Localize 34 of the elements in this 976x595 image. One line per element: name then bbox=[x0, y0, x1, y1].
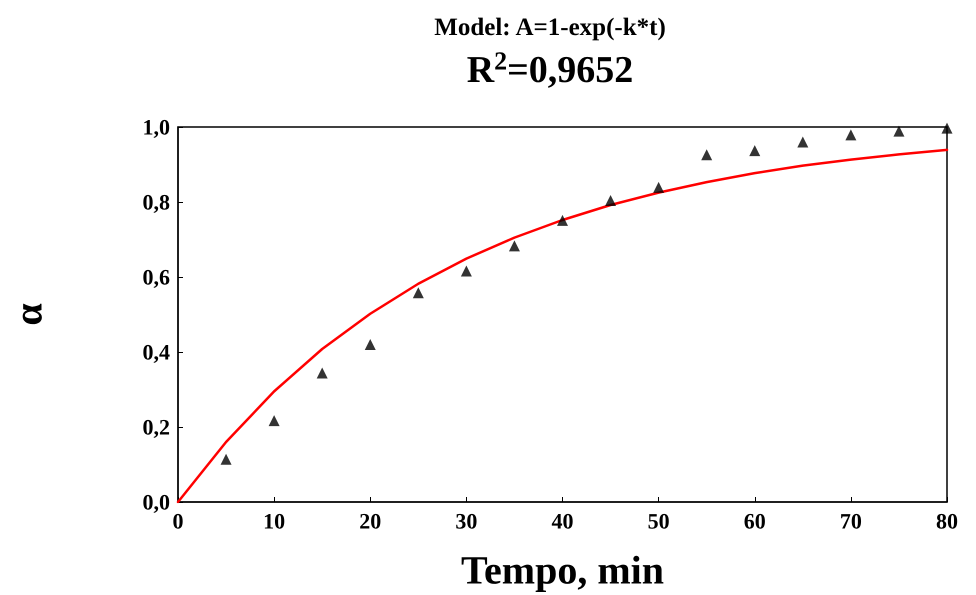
point bbox=[845, 129, 856, 140]
point bbox=[412, 287, 424, 298]
y-tick-label: 0,6 bbox=[142, 264, 170, 290]
y-tick-label: 0,8 bbox=[142, 190, 170, 214]
point bbox=[364, 339, 376, 350]
x-tick-label: 30 bbox=[455, 508, 478, 534]
x-tick-label: 50 bbox=[648, 508, 670, 534]
point bbox=[797, 136, 808, 148]
point bbox=[460, 266, 472, 276]
y-tick-label: 1,0 bbox=[142, 114, 170, 140]
point bbox=[557, 214, 568, 226]
x-tick-label: 80 bbox=[936, 508, 958, 534]
y-tick-label: 0,0 bbox=[142, 490, 170, 514]
y-axis-title: α bbox=[6, 303, 50, 326]
x-tick-label: 70 bbox=[840, 508, 862, 534]
y-tick-label: 0,2 bbox=[142, 414, 170, 440]
x-tick-label: 40 bbox=[552, 508, 574, 534]
point bbox=[316, 368, 328, 378]
x-tick-label: 60 bbox=[744, 508, 766, 534]
x-axis-title: Tempo, min bbox=[460, 548, 664, 592]
point bbox=[605, 195, 616, 206]
point bbox=[653, 182, 664, 193]
point bbox=[508, 240, 520, 252]
point bbox=[942, 122, 952, 134]
x-tick-label: 20 bbox=[359, 508, 382, 534]
x-tick-label: 10 bbox=[263, 508, 286, 534]
y-tick-label: 0,4 bbox=[142, 340, 170, 364]
point bbox=[701, 149, 712, 160]
point bbox=[893, 126, 904, 137]
point bbox=[268, 415, 280, 426]
chart-title: Model: A=1-exp(-k*t) bbox=[434, 14, 666, 41]
point bbox=[749, 145, 760, 156]
point bbox=[220, 454, 232, 465]
x-tick-label: 0 bbox=[172, 508, 184, 534]
